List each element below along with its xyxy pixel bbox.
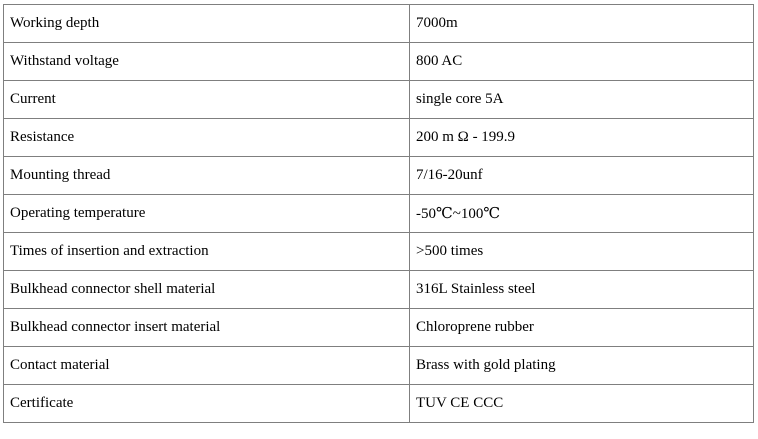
value-cell: 7/16-20unf [409,156,754,195]
value-cell: Brass with gold plating [409,346,754,385]
table-row: Operating temperature -50℃~100℃ [3,194,754,233]
value-cell: 200 m Ω - 199.9 [409,118,754,157]
property-cell: Mounting thread [3,156,410,195]
value-cell: single core 5A [409,80,754,119]
property-cell: Withstand voltage [3,42,410,81]
table-row: Times of insertion and extraction >500 ti… [3,232,754,271]
table-row: Withstand voltage 800 AC [3,42,754,81]
table-row: Resistance 200 m Ω - 199.9 [3,118,754,157]
table-row: Working depth 7000m [3,4,754,43]
table-row: Mounting thread 7/16-20unf [3,156,754,195]
table-row: Certificate TUV CE CCC [3,384,754,423]
table-row: Bulkhead connector shell material 316L St… [3,270,754,309]
spec-table: Working depth 7000m Withstand voltage 800 A… [3,4,754,423]
value-cell: 7000m [409,4,754,43]
property-cell: Contact material [3,346,410,385]
property-cell: Working depth [3,4,410,43]
property-cell: Certificate [3,384,410,423]
property-cell: Operating temperature [3,194,410,233]
value-cell: Chloroprene rubber [409,308,754,347]
table-row: Bulkhead connector insert material Chloro… [3,308,754,347]
property-cell: Bulkhead connector insert material [3,308,410,347]
property-cell: Resistance [3,118,410,157]
value-cell: TUV CE CCC [409,384,754,423]
property-cell: Times of insertion and extraction [3,232,410,271]
value-cell: 800 AC [409,42,754,81]
property-cell: Bulkhead connector shell material [3,270,410,309]
table-row: Current single core 5A [3,80,754,119]
property-cell: Current [3,80,410,119]
value-cell: >500 times [409,232,754,271]
value-cell: -50℃~100℃ [409,194,754,233]
table-body: Working depth 7000m Withstand voltage 800 A… [3,4,754,423]
table-row: Contact material Brass with gold plating [3,346,754,385]
value-cell: 316L Stainless steel [409,270,754,309]
